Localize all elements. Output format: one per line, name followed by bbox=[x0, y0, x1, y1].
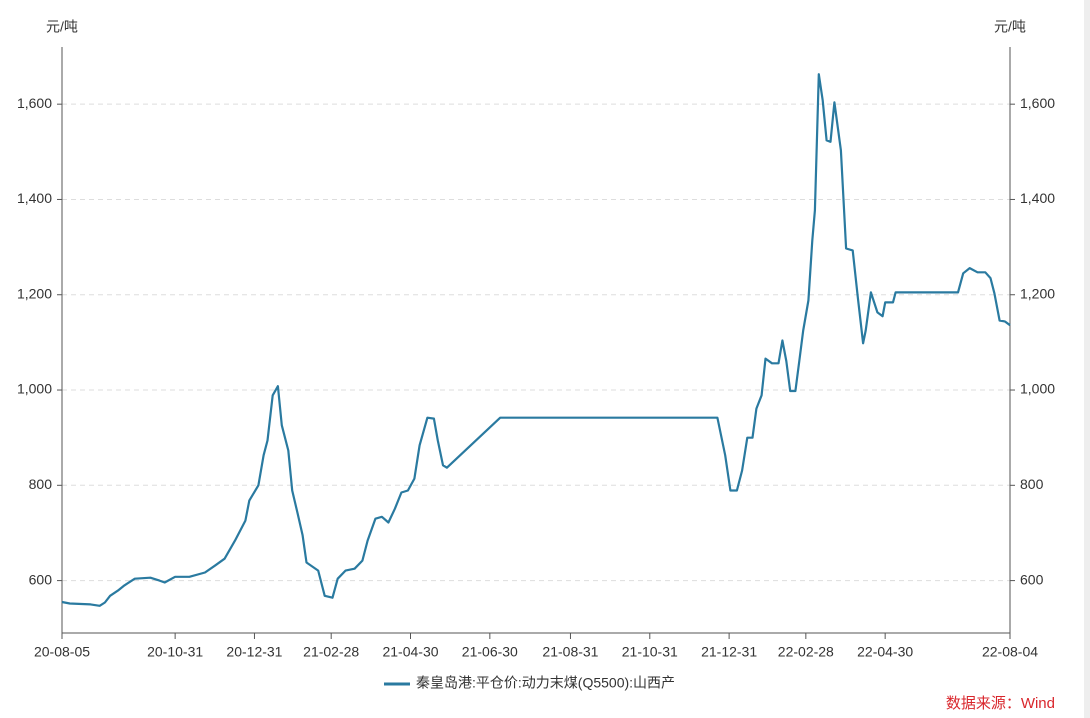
y2-tick-label: 1,000 bbox=[1020, 381, 1055, 397]
y-unit: 元/吨 bbox=[46, 19, 78, 35]
y2-tick-label: 600 bbox=[1020, 571, 1044, 587]
x-tick-label: 20-08-05 bbox=[34, 644, 90, 660]
y-tick-label: 600 bbox=[29, 571, 53, 587]
y-tick-label: 800 bbox=[29, 476, 53, 492]
y-tick-label: 1,400 bbox=[17, 190, 52, 206]
x-tick-label: 22-04-30 bbox=[857, 644, 913, 660]
y2-tick-label: 1,400 bbox=[1020, 190, 1055, 206]
y-tick-label: 1,000 bbox=[17, 381, 52, 397]
y-tick-label: 1,200 bbox=[17, 285, 52, 301]
y2-tick-label: 1,200 bbox=[1020, 285, 1055, 301]
x-tick-label: 21-06-30 bbox=[462, 644, 518, 660]
source-note: 数据来源：Wind bbox=[946, 695, 1055, 712]
x-tick-label: 22-08-04 bbox=[982, 644, 1038, 660]
x-tick-label: 20-12-31 bbox=[226, 644, 282, 660]
y2-unit: 元/吨 bbox=[994, 19, 1026, 35]
y2-tick-label: 1,600 bbox=[1020, 95, 1055, 111]
x-tick-label: 21-12-31 bbox=[701, 644, 757, 660]
data-line bbox=[61, 73, 1011, 607]
y-tick-label: 1,600 bbox=[17, 95, 52, 111]
x-tick-label: 21-04-30 bbox=[382, 644, 438, 660]
x-tick-label: 22-02-28 bbox=[778, 644, 834, 660]
legend-label: 秦皇岛港:平仓价:动力末煤(Q5500):山西产 bbox=[416, 675, 675, 691]
x-tick-label: 21-02-28 bbox=[303, 644, 359, 660]
y2-tick-label: 800 bbox=[1020, 476, 1044, 492]
x-tick-label: 21-10-31 bbox=[622, 644, 678, 660]
x-tick-label: 21-08-31 bbox=[542, 644, 598, 660]
scrollbar bbox=[1084, 0, 1090, 718]
x-tick-label: 20-10-31 bbox=[147, 644, 203, 660]
